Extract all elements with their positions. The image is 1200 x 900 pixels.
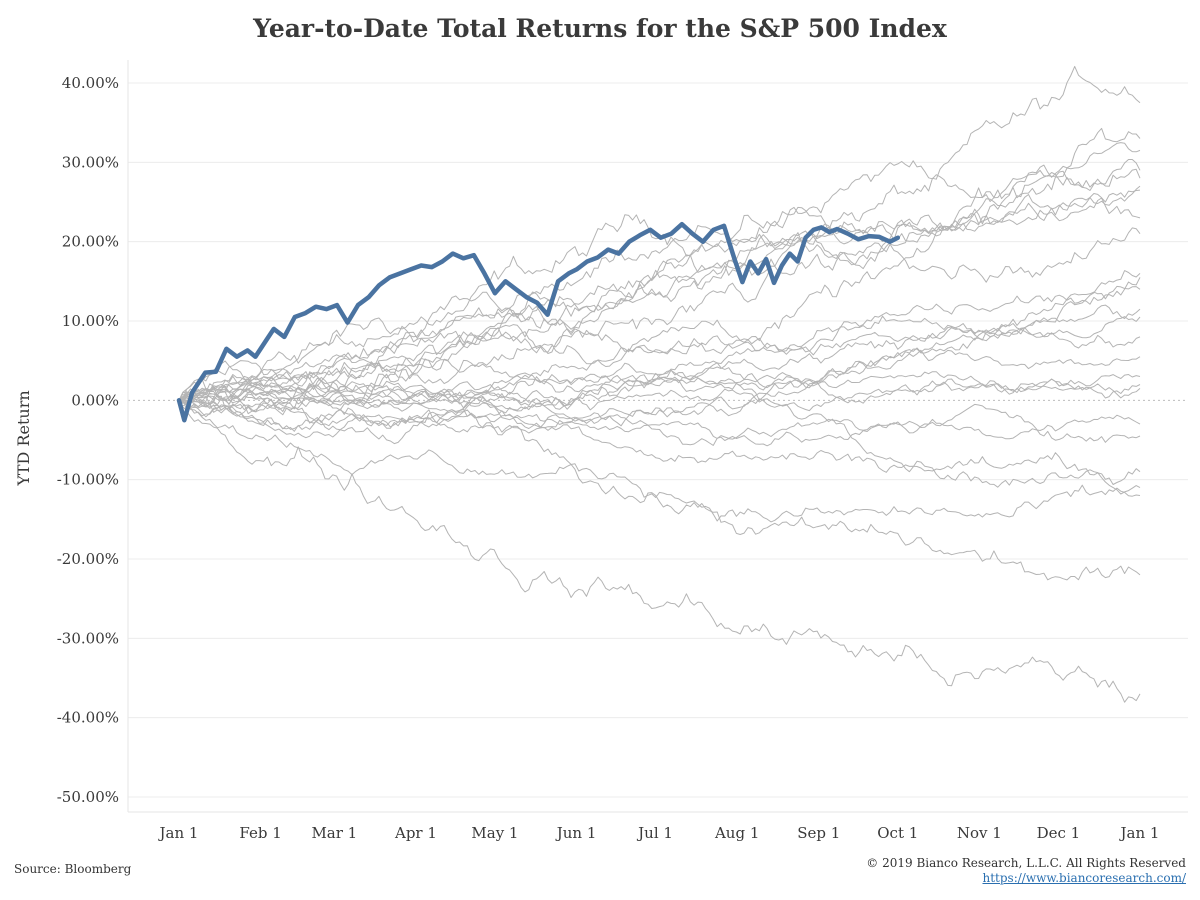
historical-series-line bbox=[178, 270, 1141, 445]
y-tick-label: 40.00% bbox=[62, 74, 119, 92]
axis-frame bbox=[127, 60, 1188, 813]
historical-series-line bbox=[178, 159, 1141, 407]
x-tick-label: Jan 1 bbox=[158, 824, 199, 842]
y-tick-label: -20.00% bbox=[57, 550, 119, 568]
chart-title: Year-to-Date Total Returns for the S&P 5… bbox=[253, 14, 947, 43]
current-year-series-group bbox=[176, 221, 901, 423]
x-tick-label: Feb 1 bbox=[239, 824, 281, 842]
x-tick-label: Jun 1 bbox=[555, 824, 597, 842]
historical-series-line bbox=[178, 372, 1141, 405]
y-tick-label: 20.00% bbox=[62, 233, 119, 251]
historical-series-line bbox=[178, 285, 1141, 410]
y-tick-label: 30.00% bbox=[62, 153, 119, 171]
historical-series-line bbox=[178, 399, 1141, 485]
y-tick-label: -30.00% bbox=[57, 629, 119, 647]
copyright-block: © 2019 Bianco Research, L.L.C. All Right… bbox=[866, 856, 1186, 886]
y-axis-ticks: 40.00% 30.00% 20.00% 10.00% 0.00% -10.00% -20.… bbox=[57, 74, 119, 806]
x-tick-label: Apr 1 bbox=[394, 824, 437, 842]
y-tick-label: -50.00% bbox=[57, 788, 119, 806]
y-tick-label: -10.00% bbox=[57, 471, 119, 489]
x-tick-label: Dec 1 bbox=[1037, 824, 1081, 842]
historical-series-line bbox=[178, 374, 1141, 413]
y-tick-label: 0.00% bbox=[71, 391, 119, 409]
historical-series-line bbox=[178, 197, 1141, 401]
historical-series-line bbox=[178, 395, 1141, 446]
historical-series-line bbox=[178, 393, 1141, 495]
historical-series-line bbox=[178, 399, 1141, 523]
current-year-series-line bbox=[176, 221, 901, 423]
historical-series-line bbox=[178, 304, 1141, 409]
source-note: Source: Bloomberg bbox=[14, 862, 132, 876]
historical-series-line bbox=[178, 400, 1141, 581]
historical-series-line bbox=[178, 349, 1141, 408]
historical-series-line bbox=[178, 226, 1141, 408]
historical-series-line bbox=[178, 399, 1141, 447]
historical-series-line bbox=[178, 371, 1141, 424]
historical-series-line bbox=[178, 189, 1141, 401]
x-tick-label: Oct 1 bbox=[877, 824, 918, 842]
copyright-text: © 2019 Bianco Research, L.L.C. All Right… bbox=[866, 856, 1186, 870]
y-tick-label: -40.00% bbox=[57, 709, 119, 727]
x-tick-label: Mar 1 bbox=[311, 824, 357, 842]
y-tick-label: 10.00% bbox=[62, 312, 119, 330]
historical-series-line bbox=[178, 168, 1141, 404]
website-link[interactable]: https://www.biancoresearch.com/ bbox=[982, 871, 1186, 885]
gridlines bbox=[128, 82, 1188, 798]
historical-series-line bbox=[178, 396, 1141, 703]
y-axis-title: YTD Return bbox=[14, 390, 33, 486]
x-tick-label: May 1 bbox=[471, 824, 518, 842]
x-tick-label: Jul 1 bbox=[636, 824, 673, 842]
x-tick-label: Aug 1 bbox=[714, 824, 759, 842]
x-tick-label: Sep 1 bbox=[797, 824, 840, 842]
historical-series-group bbox=[178, 65, 1141, 703]
x-tick-label: Jan 1 bbox=[1119, 824, 1160, 842]
x-axis-ticks: Jan 1 Feb 1 Mar 1 Apr 1 May 1 Jun 1 Jul 1 Aug 1… bbox=[158, 824, 1160, 842]
historical-series-line bbox=[178, 277, 1141, 405]
x-tick-label: Nov 1 bbox=[957, 824, 1002, 842]
historical-series-line bbox=[178, 327, 1141, 405]
historical-series-line bbox=[178, 185, 1141, 405]
